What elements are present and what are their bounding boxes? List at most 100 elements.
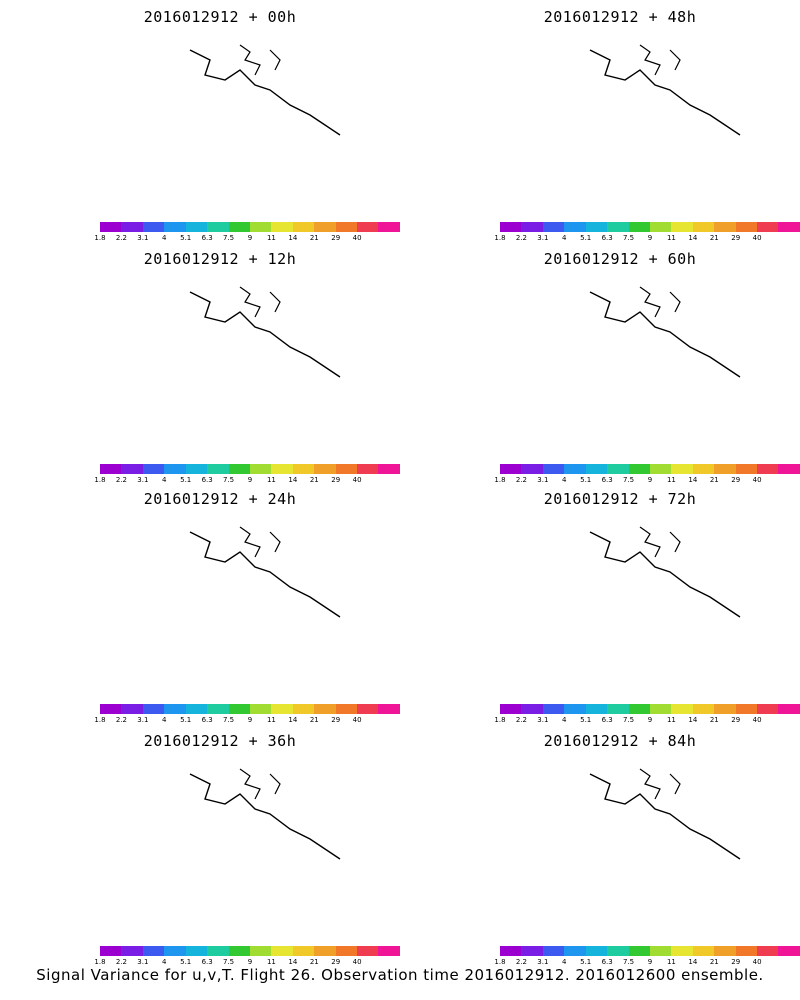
variance-contour — [490, 542, 630, 602]
colorbar-tick-label: 5.1 — [180, 958, 192, 966]
colorbar-tick-label: 4 — [562, 958, 567, 966]
colorbar-segment — [164, 222, 186, 232]
colorbar-tick-label: 40 — [752, 716, 762, 724]
colorbar-segment — [121, 464, 143, 474]
colorbar-segment — [100, 704, 122, 714]
colorbar-segment — [249, 222, 272, 232]
colorbar-tick-label: 7.5 — [622, 716, 635, 724]
variance-contour — [90, 784, 230, 844]
colorbar-segment — [378, 464, 400, 474]
colorbar-segment — [671, 704, 693, 714]
colorbar-segment — [314, 464, 336, 474]
colorbar-tick-label: 3.1 — [537, 476, 549, 484]
colorbar-tick-label: 7.5 — [622, 234, 635, 242]
colorbar-segment — [121, 704, 143, 714]
colorbar-tick-label: 3.1 — [537, 716, 549, 724]
colorbar-segment — [207, 222, 229, 232]
variance-contour — [495, 844, 605, 884]
colorbar-tick-label: 21 — [309, 716, 319, 724]
coastline — [589, 531, 741, 618]
coastline — [189, 531, 341, 618]
colorbar-segment — [357, 704, 379, 714]
colorbar-segment — [500, 946, 522, 956]
colorbar-segment — [671, 222, 693, 232]
variance-contour — [90, 302, 230, 362]
colorbar-tick-label: 1.8 — [494, 234, 506, 242]
colorbar-segment — [757, 222, 779, 232]
colorbar-tick-label: 14 — [288, 234, 298, 242]
colorbar-tick-label: 29 — [731, 716, 741, 724]
colorbar-segment — [142, 946, 165, 956]
colorbar-tick-label: 14 — [288, 958, 298, 966]
variance-contour — [550, 97, 630, 133]
coastline — [639, 286, 681, 318]
colorbar-tick-label: 6.3 — [201, 476, 213, 484]
colorbar-tick-label: 5.1 — [580, 958, 592, 966]
variance-contour — [540, 65, 700, 135]
colorbar — [500, 704, 800, 714]
colorbar-tick-label: 6.3 — [601, 476, 613, 484]
variance-contour — [540, 307, 700, 377]
colorbar-segment — [564, 704, 586, 714]
variance-contour — [140, 789, 300, 859]
colorbar-segment — [628, 946, 650, 956]
panel-title: 2016012912 + 36h — [143, 732, 297, 750]
colorbar-tick-label: 2.2 — [115, 716, 127, 724]
variance-contour — [150, 97, 230, 133]
variance-contour — [150, 579, 230, 615]
colorbar-tick-label: 11 — [666, 716, 676, 724]
colorbar-segment — [714, 222, 736, 232]
forecast-panel: 2016012912 + 36h 1.8 2.2 3.1 4 5.1 6.3 7.5 9 11 14… — [40, 732, 400, 967]
colorbar-segment — [228, 222, 250, 232]
colorbar-segment — [649, 222, 672, 232]
variance-contour — [620, 781, 740, 837]
coastline — [239, 768, 281, 800]
colorbar-tick-label: 11 — [266, 716, 276, 724]
variance-map — [90, 286, 341, 410]
colorbar-tick-label: 21 — [709, 476, 719, 484]
colorbar — [500, 464, 800, 474]
colorbar-tick-label: 6.3 — [201, 234, 213, 242]
variance-contour — [495, 362, 605, 402]
colorbar — [100, 222, 400, 232]
variance-map — [140, 44, 341, 136]
colorbar-segment — [542, 464, 565, 474]
colorbar-labels: 1.8 2.2 3.1 4 5.1 6.3 7.5 9 11 14 21 29 40 — [94, 958, 400, 968]
colorbar-tick-label: 3.1 — [137, 958, 149, 966]
colorbar-tick-label: 21 — [309, 958, 319, 966]
forecast-panel: 2016012912 + 48h 1.8 2.2 3.1 4 5.1 6.3 7.5 9 11 14… — [440, 8, 800, 243]
variance-contour — [220, 57, 340, 113]
colorbar-tick-label: 3.1 — [137, 716, 149, 724]
colorbar-segment — [778, 464, 800, 474]
variance-contour — [140, 65, 300, 135]
panel-title: 2016012912 + 12h — [143, 250, 297, 268]
forecast-panel: 2016012912 + 24h 1.8 2.2 3.1 4 5.1 6.3 7.5 9 11 14… — [40, 490, 400, 725]
colorbar-segment — [628, 464, 650, 474]
colorbar-labels: 1.8 2.2 3.1 4 5.1 6.3 7.5 9 11 14 21 29 40 — [494, 476, 800, 486]
colorbar-tick-label: 3.1 — [537, 234, 549, 242]
colorbar-segment — [100, 946, 122, 956]
colorbar-segment — [378, 704, 400, 714]
colorbar-segment — [714, 946, 736, 956]
colorbar-tick-label: 29 — [331, 716, 341, 724]
variance-contour — [200, 374, 320, 410]
colorbar-tick-label: 40 — [752, 234, 762, 242]
colorbar-labels: 1.8 2.2 3.1 4 5.1 6.3 7.5 9 11 14 21 29 40 — [494, 958, 800, 968]
variance-contour — [205, 75, 275, 105]
variance-contour — [95, 844, 205, 884]
colorbar-tick-label: 11 — [266, 476, 276, 484]
colorbar-tick-label: 40 — [352, 716, 362, 724]
coastline — [189, 49, 341, 136]
colorbar-labels: 1.8 2.2 3.1 4 5.1 6.3 7.5 9 11 14 21 29 40 — [94, 716, 400, 726]
colorbar-segment — [335, 222, 358, 232]
variance-contour — [605, 799, 675, 829]
colorbar-tick-label: 3.1 — [537, 958, 549, 966]
colorbar-segment — [121, 946, 143, 956]
colorbar-segment — [692, 222, 715, 232]
colorbar-tick-label: 7.5 — [222, 476, 235, 484]
colorbar-tick-label: 9 — [247, 958, 253, 966]
colorbar-segment — [185, 222, 208, 232]
coastline — [189, 773, 341, 860]
colorbar-segment — [521, 946, 543, 956]
variance-contour — [605, 317, 675, 347]
